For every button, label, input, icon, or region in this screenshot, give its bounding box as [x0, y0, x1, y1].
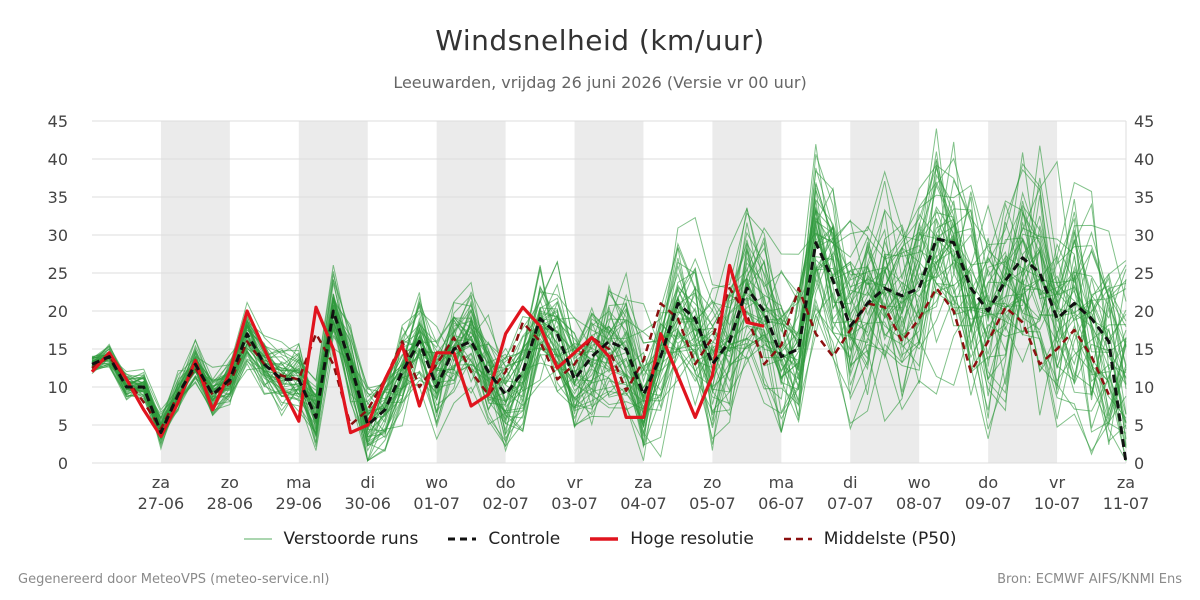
x-tick-date-1: 28-06	[207, 494, 254, 513]
controle-line	[91, 237, 1128, 464]
y-tick-left-35: 35	[48, 188, 68, 207]
y-tick-left-10: 10	[48, 378, 68, 397]
legend-label-p50: Middelste (P50)	[823, 529, 957, 549]
x-tick-day-9: ma	[769, 473, 794, 492]
ensemble-member-21	[91, 207, 1127, 451]
ensemble-member-47	[91, 206, 1127, 442]
x-tick-date-11: 08-07	[896, 494, 943, 513]
footer-generated-by: Gegenereerd door MeteoVPS (meteo-service…	[18, 572, 330, 587]
x-tick-date-13: 10-07	[1034, 494, 1081, 513]
y-tick-left-30: 30	[48, 226, 68, 245]
x-tick-date-10: 07-07	[827, 494, 874, 513]
main-series-lines	[90, 237, 1128, 464]
x-tick-date-6: 03-07	[551, 494, 598, 513]
y-tick-left-15: 15	[48, 340, 68, 359]
legend-label-hoge-resolutie: Hoge resolutie	[630, 529, 754, 549]
y-tick-left-40: 40	[48, 150, 68, 169]
ensemble-member-49	[92, 186, 1127, 436]
x-tick-day-5: do	[496, 473, 516, 492]
x-tick-day-1: zo	[221, 473, 239, 492]
y-tick-right-10: 10	[1134, 378, 1154, 397]
y-tick-left-5: 5	[58, 416, 68, 435]
ensemble-member-50	[91, 253, 1127, 432]
ensemble-member-48	[91, 157, 1127, 435]
y-tick-right-15: 15	[1134, 340, 1154, 359]
legend-ensemble-swatch	[243, 538, 272, 540]
x-tick-date-9: 06-07	[758, 494, 805, 513]
y-tick-left-25: 25	[48, 264, 68, 283]
legend-p50-swatch	[783, 537, 812, 541]
x-tick-date-2: 29-06	[276, 494, 323, 513]
x-tick-day-3: di	[360, 473, 375, 492]
y-tick-left-45: 45	[48, 112, 68, 131]
y-tick-right-5: 5	[1134, 416, 1144, 435]
x-tick-date-0: 27-06	[138, 494, 185, 513]
legend-controle-swatch	[448, 537, 477, 541]
legend-item-ensemble[interactable]: Verstoorde runs	[243, 529, 419, 549]
ensemble-member-42	[91, 170, 1127, 452]
legend-hoge-resolutie-swatch	[590, 537, 619, 541]
x-tick-day-8: zo	[703, 473, 721, 492]
x-tick-day-6: vr	[567, 473, 583, 492]
y-tick-left-20: 20	[48, 302, 68, 321]
legend-item-hoge-resolutie[interactable]: Hoge resolutie	[590, 529, 754, 549]
legend: Verstoorde runs Controle Hoge resolutie …	[0, 529, 1200, 549]
y-tick-right-40: 40	[1134, 150, 1154, 169]
x-tick-date-3: 30-06	[344, 494, 391, 513]
y-tick-right-20: 20	[1134, 302, 1154, 321]
x-tick-day-2: ma	[286, 473, 311, 492]
x-tick-date-14: 11-07	[1103, 494, 1150, 513]
x-tick-day-14: za	[1117, 473, 1135, 492]
ensemble-member-34	[91, 173, 1127, 443]
legend-item-p50[interactable]: Middelste (P50)	[783, 529, 957, 549]
chart-subtitle: Leeuwarden, vrijdag 26 juni 2026 (Versie…	[393, 73, 807, 92]
y-tick-right-0: 0	[1134, 454, 1144, 473]
footer-source: Bron: ECMWF AIFS/KNMI Ens	[997, 572, 1182, 587]
p50-line	[91, 286, 1110, 431]
axis-ticks: 0 0 5 5 10 10 15 15 20 20 25 25 30 30 35 35 40 40 45 45 za 27…	[48, 112, 1155, 513]
x-tick-date-12: 09-07	[965, 494, 1012, 513]
y-tick-right-45: 45	[1134, 112, 1154, 131]
legend-label-controle: Controle	[488, 529, 561, 549]
y-tick-right-35: 35	[1134, 188, 1154, 207]
x-tick-date-4: 01-07	[413, 494, 460, 513]
x-tick-day-10: di	[843, 473, 858, 492]
y-tick-right-30: 30	[1134, 226, 1154, 245]
x-tick-day-12: do	[978, 473, 998, 492]
x-tick-date-5: 02-07	[482, 494, 529, 513]
x-tick-day-13: vr	[1049, 473, 1065, 492]
x-tick-day-0: za	[152, 473, 170, 492]
x-tick-day-7: za	[634, 473, 652, 492]
legend-item-controle[interactable]: Controle	[448, 529, 560, 549]
ensemble-member-30	[91, 200, 1127, 449]
x-tick-date-7: 04-07	[620, 494, 667, 513]
x-tick-day-11: wo	[908, 473, 931, 492]
x-tick-date-8: 05-07	[689, 494, 736, 513]
x-tick-day-4: wo	[425, 473, 448, 492]
y-tick-left-0: 0	[58, 454, 68, 473]
chart-title: Windsnelheid (km/uur)	[435, 24, 765, 57]
y-tick-right-25: 25	[1134, 264, 1154, 283]
legend-label-ensemble: Verstoorde runs	[283, 529, 419, 549]
